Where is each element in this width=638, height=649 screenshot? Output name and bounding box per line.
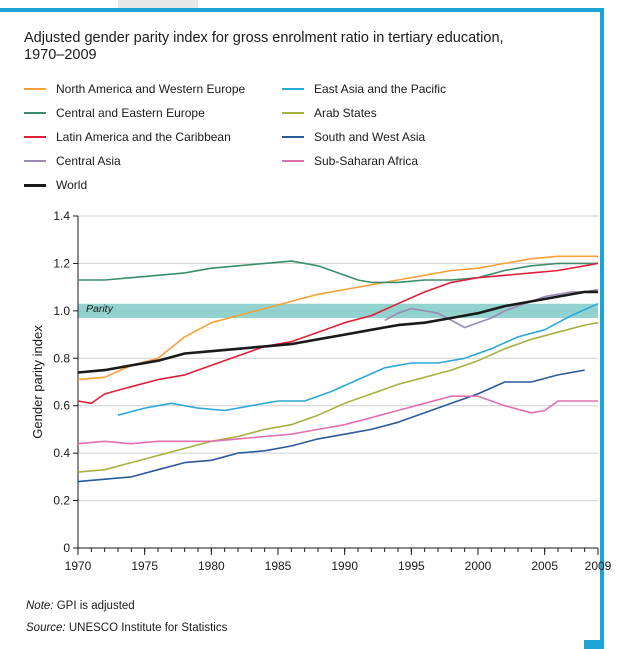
legend-swatch	[282, 88, 304, 90]
legend-swatch	[24, 160, 46, 162]
x-tick-label-4: 1990	[331, 559, 358, 573]
legend-item-world: World	[24, 174, 87, 196]
series-line-north-america-and-western-europe	[77, 255, 598, 381]
legend-item-east-asia-and-the-pacific: East Asia and the Pacific	[282, 78, 446, 100]
legend-item-latin-america-and-the-caribbean: Latin America and the Caribbean	[24, 126, 231, 148]
legend-swatch	[24, 88, 46, 90]
legend-swatch	[24, 112, 46, 114]
y-tick-label-5: 1.0	[53, 304, 70, 318]
note-text: GPI is adjusted	[56, 600, 135, 612]
parity-label: Parity	[86, 303, 114, 315]
legend-swatch	[282, 160, 304, 162]
series-line-east-asia-and-the-pacific	[117, 302, 599, 416]
y-tick-label-4: 0.8	[53, 351, 70, 365]
source-text: UNESCO Institute for Statistics	[68, 622, 228, 634]
line-chart: 0 0.2 0.4 0.6 0.8 1.0 1.2 1.4 Parity 1970 1975 1980…	[30, 209, 612, 573]
legend-swatch	[282, 136, 304, 138]
series-line-central-and-eastern-europe	[78, 260, 598, 284]
legend-item-central-asia: Central Asia	[24, 150, 121, 172]
legend-label: Central and Eastern Europe	[56, 106, 205, 120]
x-tick-label-0: 1970	[65, 559, 92, 573]
legend-label: South and West Asia	[314, 130, 426, 144]
series-line-central-asia	[384, 288, 599, 329]
legend-label: East Asia and the Pacific	[314, 82, 447, 96]
x-tick-label-8: 2009	[585, 559, 612, 573]
legend-item-central-and-eastern-europe: Central and Eastern Europe	[24, 102, 205, 124]
x-tick-label-3: 1985	[265, 559, 292, 573]
bottom-tab	[584, 640, 604, 649]
y-tick-label-6: 1.2	[53, 256, 70, 270]
y-tick-label-3: 0.6	[53, 399, 70, 413]
legend-swatch	[282, 112, 304, 114]
y-tick-label-0: 0	[63, 541, 70, 555]
legend-label: World	[56, 178, 88, 192]
series-line-latin-america-and-the-caribbean	[77, 262, 599, 405]
chart-note: Note: GPI is adjusted	[26, 600, 135, 612]
legend-label: North America and Western Europe	[56, 82, 246, 96]
y-axis-label: Gender parity index	[30, 325, 45, 439]
x-tick-label-1: 1975	[131, 559, 158, 573]
legend-label: Central Asia	[56, 154, 121, 168]
legend-item-south-and-west-asia: South and West Asia	[282, 126, 425, 148]
source-label: Source:	[26, 622, 66, 634]
chart-title: Adjusted gender parity index for gross e…	[24, 30, 594, 64]
legend-label: Sub-Saharan Africa	[314, 154, 419, 168]
y-tick-label-7: 1.4	[53, 209, 70, 223]
x-tick-label-2: 1980	[198, 559, 225, 573]
note-label: Note:	[26, 600, 54, 612]
y-tick-label-2: 0.4	[53, 446, 70, 460]
right-rule	[600, 8, 604, 644]
chart-source: Source: UNESCO Institute for Statistics	[26, 622, 227, 634]
y-tick-label-1: 0.2	[53, 494, 70, 508]
legend-swatch	[24, 183, 46, 187]
series-line-south-and-west-asia	[77, 369, 585, 483]
legend-swatch	[24, 136, 46, 138]
x-tick-label-7: 2005	[531, 559, 558, 573]
x-tick-label-6: 2000	[465, 559, 492, 573]
legend-item-arab-states: Arab States	[282, 102, 377, 124]
legend-item-north-america-and-western-europe: North America and Western Europe	[24, 78, 245, 100]
chart-title-line-2: 1970–2009	[24, 47, 97, 63]
legend-label: Arab States	[314, 106, 377, 120]
header-cap	[118, 0, 198, 8]
series-line-world	[77, 290, 598, 374]
legend-item-sub-saharan-africa: Sub-Saharan Africa	[282, 150, 418, 172]
chart-title-line-1: Adjusted gender parity index for gross e…	[24, 30, 504, 46]
series-line-sub-saharan-africa	[77, 395, 598, 445]
series-line-arab-states	[77, 321, 599, 473]
legend-label: Latin America and the Caribbean	[56, 130, 231, 144]
top-rule	[0, 8, 604, 12]
x-tick-label-5: 1995	[398, 559, 425, 573]
